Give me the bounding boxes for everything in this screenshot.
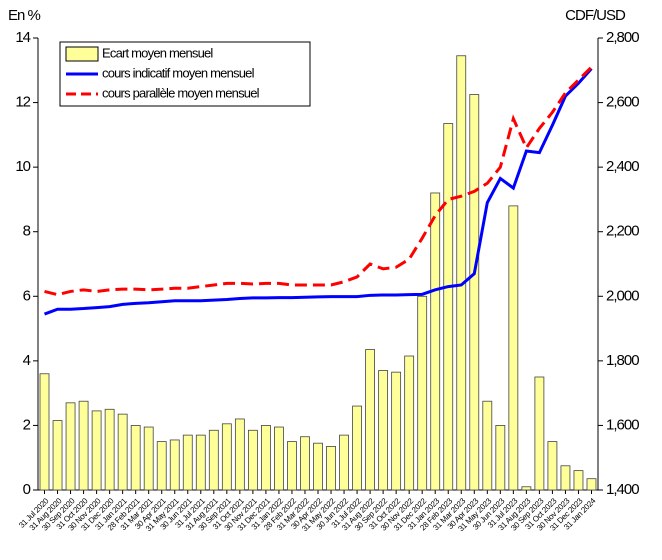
bar (417, 295, 428, 491)
y2-tick-label: 1,600 (606, 416, 639, 433)
bar (456, 55, 467, 491)
y2-tick-label: 2,600 (606, 94, 639, 111)
y-tick-label: 0 (23, 481, 31, 498)
bar (560, 465, 571, 491)
y-tick-label: 14 (15, 29, 30, 46)
y2-tick-label: 2,200 (606, 223, 639, 240)
bar (573, 470, 584, 491)
bar (378, 370, 389, 491)
legend-label: cours parallèle moyen mensuel (102, 85, 260, 100)
legend-swatch (65, 46, 99, 62)
bar (261, 425, 271, 491)
legend-label: cours indicatif moyen mensuel (102, 65, 255, 80)
line-series (44, 65, 593, 297)
y2-tick-label: 1,800 (606, 352, 639, 369)
bar (182, 434, 193, 491)
bar (404, 355, 415, 491)
bar (326, 446, 336, 491)
bar (91, 410, 102, 491)
y-tick-label: 8 (23, 223, 31, 240)
bar (39, 373, 50, 491)
bar (391, 371, 402, 491)
y2-tick-label: 2,400 (606, 158, 639, 175)
bar (247, 429, 258, 491)
y2-tick-label: 2,000 (606, 287, 639, 304)
bar (117, 413, 128, 491)
bar (339, 434, 349, 491)
y-tick-label: 4 (23, 352, 31, 369)
bar (586, 478, 597, 491)
legend-label: Ecart moyen mensuel (102, 45, 213, 60)
bar (78, 400, 89, 491)
bar (65, 402, 76, 491)
y-tick-label: 2 (23, 416, 31, 433)
bar (300, 436, 310, 491)
bar (169, 439, 180, 491)
bar (221, 423, 232, 491)
bar (508, 205, 519, 491)
bar (430, 192, 441, 491)
bar (365, 349, 375, 491)
y-tick-label: 10 (15, 158, 30, 175)
bar (469, 94, 480, 491)
bar (234, 418, 245, 491)
y2-tick-label: 1,400 (606, 481, 639, 498)
bar (52, 420, 63, 491)
y2-tick-label: 2,800 (606, 29, 639, 46)
bar (313, 442, 323, 491)
bar (547, 441, 558, 491)
bar (130, 425, 141, 491)
bar (352, 405, 362, 491)
bar (287, 441, 297, 491)
y-tick-label: 12 (15, 94, 30, 111)
bar (156, 441, 167, 491)
bar (195, 434, 206, 491)
left-axis-label: En % (8, 7, 41, 24)
bar (482, 400, 493, 491)
bar (274, 426, 284, 491)
legend-box (59, 41, 311, 107)
bar (104, 408, 115, 491)
right-axis-label: CDF/USD (565, 7, 626, 24)
y-tick-label: 6 (23, 287, 31, 304)
bar (208, 429, 219, 491)
line-series (43, 67, 593, 316)
bar (534, 376, 545, 491)
bar (495, 425, 506, 491)
bar (443, 123, 454, 491)
bar (143, 426, 154, 491)
bar (521, 486, 532, 491)
